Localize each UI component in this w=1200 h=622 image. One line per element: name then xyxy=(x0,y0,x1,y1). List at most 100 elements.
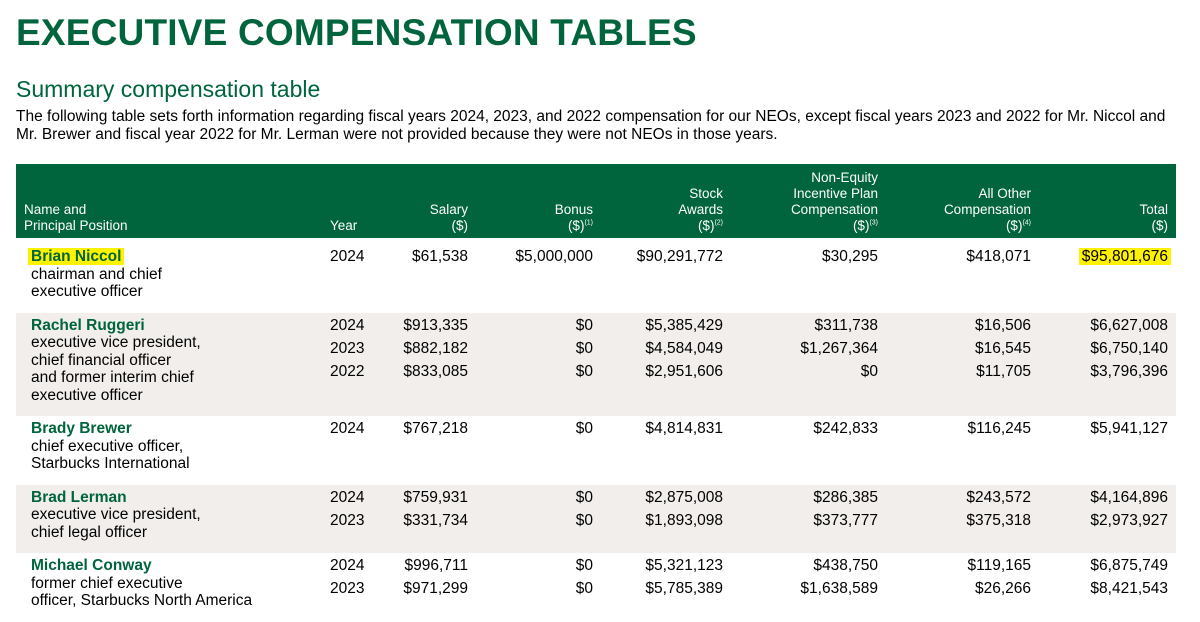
executive-title-line: chief executive officer, xyxy=(31,437,184,455)
name-cell: Brian Niccol chairman and chief executive … xyxy=(16,238,316,313)
nonequity-value: $242,833 xyxy=(813,420,878,437)
year-value: 2023 xyxy=(330,339,365,357)
stock-cell: $5,385,429 $4,584,049 $2,951,606 xyxy=(601,312,731,416)
stock-value: $5,785,389 xyxy=(645,580,723,597)
salary-value: $996,711 xyxy=(404,557,469,574)
total-value: $95,801,676 xyxy=(1047,248,1171,271)
executive-title-line: executive vice president, xyxy=(31,506,201,523)
executive-name-text: Rachel Ruggeri xyxy=(31,316,145,334)
other-value: $26,266 xyxy=(974,580,1031,597)
salary-cell: $61,538 xyxy=(376,238,476,313)
stock-cell: $4,814,831 xyxy=(601,416,731,485)
total-cell: $6,875,749 $8,421,543 xyxy=(1039,553,1176,622)
salary-value: $759,931 xyxy=(403,488,468,506)
footnote-marker: (2) xyxy=(714,219,723,227)
col-header-all-other: All Other Compensation ($)(4) xyxy=(886,164,1039,238)
executive-title-line: executive vice president, xyxy=(31,334,201,351)
year-cell: 2024 2023 xyxy=(316,553,376,622)
bonus-cell: $0 $0 xyxy=(476,553,601,622)
bonus-value: $0 xyxy=(575,488,593,506)
footnote-marker: (1) xyxy=(584,219,593,227)
other-value: $119,165 xyxy=(967,557,1032,574)
name-cell: Michael Conway former chief executive offi… xyxy=(16,553,316,622)
col-header-non-equity: Non-Equity Incentive Plan Compensation ($)(… xyxy=(731,164,886,238)
salary-cell: $759,931 $331,734 xyxy=(376,484,476,553)
col-header-line: All Other xyxy=(978,186,1031,201)
bonus-cell: $5,000,000 xyxy=(476,238,601,313)
other-cell: $16,506 $16,545 $11,705 xyxy=(886,312,1039,416)
col-header-line: Incentive Plan xyxy=(793,186,878,201)
year-value: 2024 xyxy=(330,557,365,574)
table-header-row: Name and Principal Position Year Salary ($… xyxy=(16,164,1176,238)
footnote-marker: (3) xyxy=(869,219,878,227)
executive-name: Rachel Ruggeri xyxy=(31,317,308,335)
bonus-value: $0 xyxy=(575,511,593,529)
bonus-value: $0 xyxy=(575,362,593,380)
table-row: Michael Conway former chief executive offi… xyxy=(16,553,1176,622)
executive-name: Michael Conway xyxy=(31,557,308,575)
highlighted-total: $95,801,676 xyxy=(1078,248,1171,265)
bonus-value: $0 xyxy=(575,557,593,574)
total-cell: $5,941,127 xyxy=(1039,416,1176,485)
bonus-value: $0 xyxy=(575,420,593,437)
total-value: $3,796,396 xyxy=(1090,362,1168,380)
stock-cell: $2,875,008 $1,893,098 xyxy=(601,484,731,553)
total-value: $6,750,140 xyxy=(1090,339,1168,357)
col-header-line: ($) xyxy=(1005,218,1023,233)
footnote-marker: (4) xyxy=(1022,219,1031,227)
bonus-cell: $0 $0 xyxy=(476,484,601,553)
col-header-name: Name and Principal Position xyxy=(16,164,316,238)
total-value: $4,164,896 xyxy=(1090,488,1168,506)
table-row: Rachel Ruggeri executive vice president, c… xyxy=(16,312,1176,416)
table-body: Brian Niccol chairman and chief executive … xyxy=(16,238,1176,622)
stock-value: $5,321,123 xyxy=(645,557,723,574)
name-cell: Brady Brewer chief executive officer, Star… xyxy=(16,416,316,485)
executive-name-text: Michael Conway xyxy=(31,557,152,574)
other-value: $16,506 xyxy=(974,316,1031,334)
executive-title-line: chief legal officer xyxy=(31,523,148,541)
salary-value: $331,734 xyxy=(403,511,468,529)
total-value: $5,941,127 xyxy=(1090,420,1168,437)
name-cell: Rachel Ruggeri executive vice president, c… xyxy=(16,312,316,416)
stock-value: $90,291,772 xyxy=(636,248,723,265)
year-value: 2023 xyxy=(330,511,365,529)
bonus-value: $5,000,000 xyxy=(515,248,593,265)
table-row: Brady Brewer chief executive officer, Star… xyxy=(16,416,1176,485)
salary-cell: $996,711 $971,299 xyxy=(376,553,476,622)
year-cell: 2024 xyxy=(316,416,376,485)
year-cell: 2024 xyxy=(316,238,376,313)
stock-value: $5,385,429 xyxy=(645,316,723,334)
stock-value: $1,893,098 xyxy=(645,511,723,529)
col-header-line: Compensation xyxy=(943,202,1031,217)
executive-name-text: Brian Niccol xyxy=(28,248,125,265)
intro-paragraph: The following table sets forth informati… xyxy=(16,108,1166,143)
year-value: 2024 xyxy=(330,420,365,437)
nonequity-value: $373,777 xyxy=(813,511,878,529)
bonus-value: $0 xyxy=(575,339,593,357)
col-header-line: Year xyxy=(330,218,358,233)
other-value: $11,705 xyxy=(976,362,1031,380)
nonequity-value: $0 xyxy=(860,362,878,380)
col-header-line: ($) xyxy=(567,218,585,233)
stock-value: $4,814,831 xyxy=(645,420,723,437)
year-cell: 2024 2023 2022 xyxy=(316,312,376,416)
other-value: $418,071 xyxy=(966,248,1031,265)
col-header-year: Year xyxy=(316,164,376,238)
executive-title-line: executive officer xyxy=(31,386,143,404)
col-header-line: Principal Position xyxy=(24,218,128,233)
stock-value: $4,584,049 xyxy=(645,339,723,357)
executive-name: Brian Niccol xyxy=(28,248,308,266)
executive-name-text: Brady Brewer xyxy=(31,420,132,437)
stock-cell: $5,321,123 $5,785,389 xyxy=(601,553,731,622)
col-header-line: Stock xyxy=(689,186,723,201)
year-value: 2022 xyxy=(330,362,365,380)
stock-cell: $90,291,772 xyxy=(601,238,731,313)
page: EXECUTIVE COMPENSATION TABLES Summary co… xyxy=(16,12,1176,609)
executive-name: Brad Lerman xyxy=(31,489,308,507)
bonus-cell: $0 $0 $0 xyxy=(476,312,601,416)
bonus-value: $0 xyxy=(575,316,593,334)
salary-value: $913,335 xyxy=(403,316,468,334)
total-cell: $6,627,008 $6,750,140 $3,796,396 xyxy=(1039,312,1176,416)
salary-cell: $767,218 xyxy=(376,416,476,485)
table-row: Brad Lerman executive vice president, chie… xyxy=(16,484,1176,553)
